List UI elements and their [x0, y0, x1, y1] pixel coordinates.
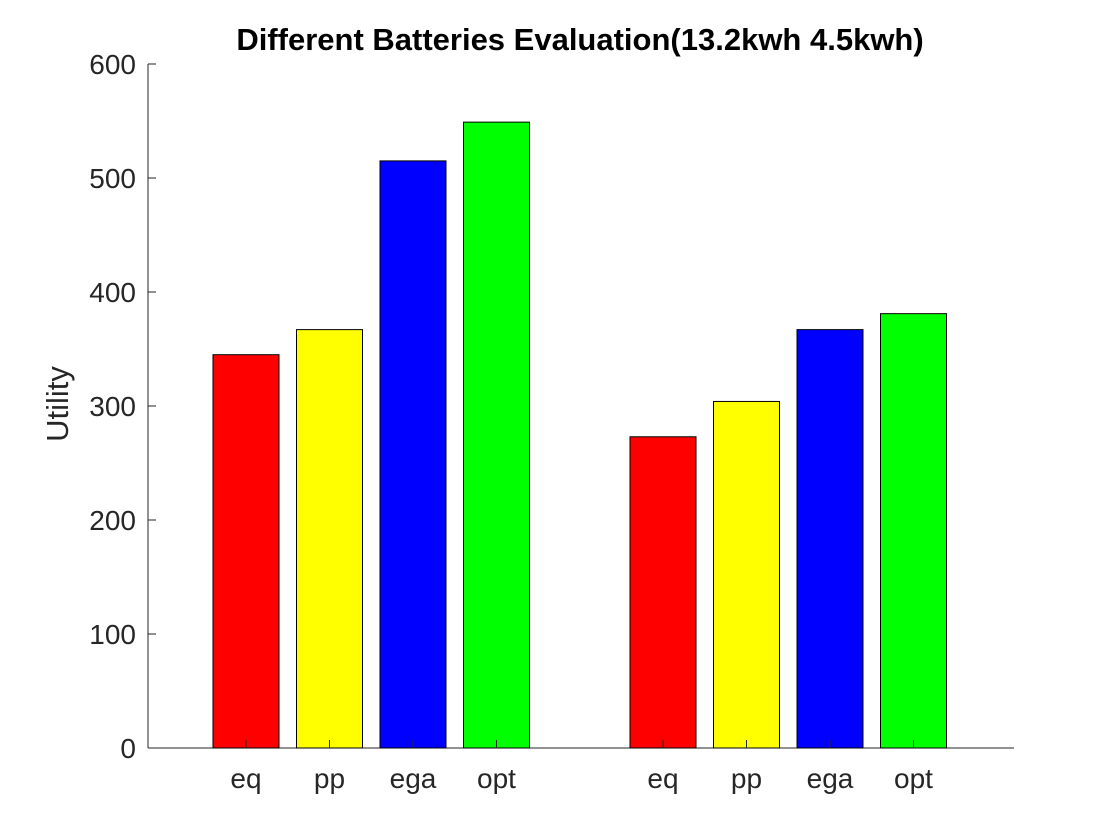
bar-pp [713, 400, 780, 749]
y-tick-label: 100 [89, 619, 136, 650]
y-tick-label: 200 [89, 505, 136, 536]
y-axis-label: Utility [40, 366, 75, 442]
y-tick-label: 600 [89, 49, 136, 80]
x-tick-label: ega [807, 763, 854, 794]
chart-title: Different Batteries Evaluation(13.2kwh 4… [236, 22, 923, 57]
bar-ega [796, 329, 864, 749]
bar-pp [296, 329, 363, 749]
x-tick-label: eq [647, 763, 678, 794]
plot-area: 0 100 200 300 400 500 600 eq pp ega opt eq pp ega opt [89, 49, 1014, 794]
y-tick-label: 400 [89, 277, 136, 308]
x-tick-label: opt [477, 763, 516, 794]
bar-opt [463, 121, 530, 749]
bar-eq [212, 354, 280, 749]
y-tick-label: 500 [89, 163, 136, 194]
y-tick-label: 0 [120, 733, 136, 764]
bar-ega [379, 160, 447, 749]
x-tick-label: pp [314, 763, 345, 794]
x-tick-label: opt [894, 763, 933, 794]
x-tick-label: ega [390, 763, 437, 794]
bar-eq [629, 436, 697, 749]
x-tick-label: pp [731, 763, 762, 794]
y-tick-label: 300 [89, 391, 136, 422]
x-tick-label: eq [230, 763, 261, 794]
bar-opt [880, 313, 947, 749]
